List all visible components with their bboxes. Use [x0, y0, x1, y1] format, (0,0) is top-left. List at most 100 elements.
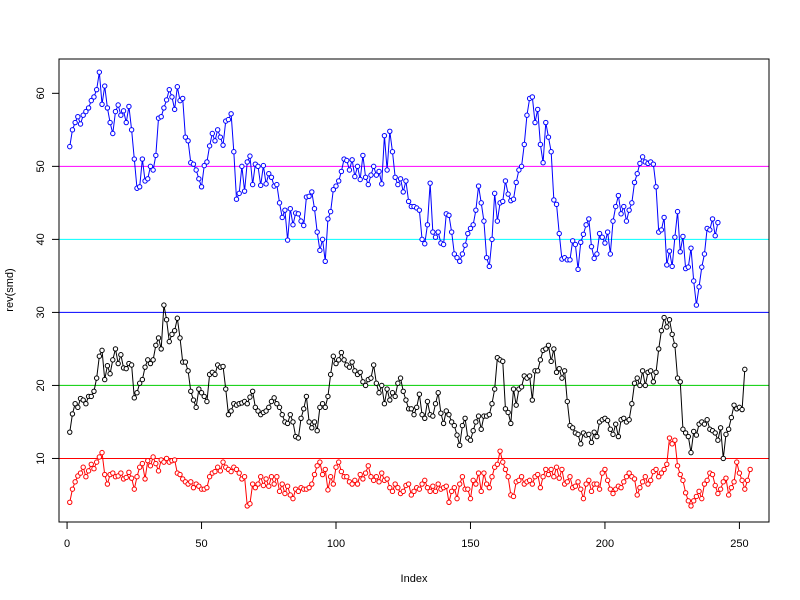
data-point — [430, 229, 436, 235]
data-point — [672, 234, 678, 240]
data-point — [475, 413, 482, 419]
data-point — [376, 479, 382, 485]
data-point — [266, 404, 272, 411]
data-point — [196, 386, 202, 392]
data-point — [91, 94, 97, 100]
data-point — [182, 134, 189, 140]
data-point — [736, 470, 743, 476]
data-point — [518, 384, 525, 390]
data-point — [556, 475, 562, 481]
data-point — [158, 346, 164, 352]
data-point — [422, 415, 428, 421]
data-point — [723, 475, 729, 481]
data-point — [621, 415, 627, 421]
data-point — [384, 167, 390, 173]
data-point — [266, 170, 272, 177]
data-point — [685, 433, 692, 440]
data-point — [674, 208, 681, 215]
data-point — [290, 495, 296, 502]
data-point — [567, 257, 573, 263]
data-point — [126, 469, 132, 476]
data-point — [607, 486, 614, 492]
data-point — [682, 490, 689, 496]
data-point — [298, 415, 304, 421]
data-point — [314, 229, 320, 235]
data-point — [430, 413, 436, 419]
data-point — [403, 397, 409, 403]
data-point — [586, 431, 592, 438]
data-point — [529, 397, 536, 403]
data-point — [709, 471, 716, 478]
data-point — [204, 398, 210, 405]
data-point — [139, 460, 146, 467]
data-point — [67, 429, 73, 435]
data-point — [607, 251, 614, 257]
data-point — [626, 417, 632, 423]
data-point — [672, 437, 678, 443]
data-point — [327, 474, 334, 480]
data-point — [322, 404, 328, 411]
data-point — [543, 346, 549, 352]
data-point — [664, 461, 670, 468]
data-point — [578, 441, 584, 447]
data-point — [381, 132, 388, 139]
data-point — [118, 470, 124, 476]
data-point — [134, 390, 140, 396]
data-point — [731, 402, 737, 408]
data-point — [467, 225, 474, 232]
data-point — [599, 470, 605, 476]
data-point — [537, 141, 544, 148]
data-point — [707, 227, 713, 233]
data-point — [290, 419, 296, 425]
data-point — [491, 386, 498, 392]
data-point — [228, 468, 234, 475]
series-line — [69, 305, 746, 459]
data-point — [241, 474, 248, 480]
data-point — [513, 179, 519, 186]
data-point — [252, 404, 259, 411]
data-point — [545, 134, 552, 140]
data-point — [276, 404, 283, 411]
data-point — [341, 357, 347, 363]
data-point — [295, 211, 302, 217]
data-point — [370, 163, 377, 170]
data-point — [317, 247, 323, 254]
reference-lines — [59, 165, 769, 459]
data-point — [704, 417, 710, 423]
data-point — [510, 196, 517, 202]
data-point — [634, 375, 640, 381]
data-point — [610, 490, 616, 497]
data-point — [653, 184, 659, 190]
data-point — [271, 395, 277, 401]
data-point — [80, 112, 86, 118]
data-point — [712, 430, 718, 436]
data-point — [287, 411, 293, 418]
data-point — [112, 108, 119, 115]
data-point — [349, 359, 355, 365]
data-point — [731, 479, 737, 485]
data-point — [583, 222, 589, 228]
data-point — [427, 180, 433, 186]
data-point — [669, 331, 675, 338]
data-point — [438, 410, 444, 416]
data-point — [457, 481, 463, 487]
data-point — [85, 105, 92, 111]
data-point — [459, 251, 466, 257]
data-point — [481, 218, 487, 224]
data-point — [376, 168, 382, 175]
data-point — [136, 184, 143, 190]
data-point — [551, 474, 557, 480]
data-point — [621, 479, 627, 485]
data-point — [93, 375, 100, 381]
data-point — [204, 159, 210, 165]
data-point — [163, 97, 170, 103]
data-point — [634, 492, 640, 498]
data-point — [131, 156, 138, 162]
data-point — [637, 160, 643, 167]
data-point — [319, 471, 326, 478]
data-point — [373, 380, 380, 386]
data-point — [279, 481, 285, 487]
data-point — [136, 464, 143, 470]
data-point — [142, 364, 148, 370]
data-point — [85, 468, 92, 474]
